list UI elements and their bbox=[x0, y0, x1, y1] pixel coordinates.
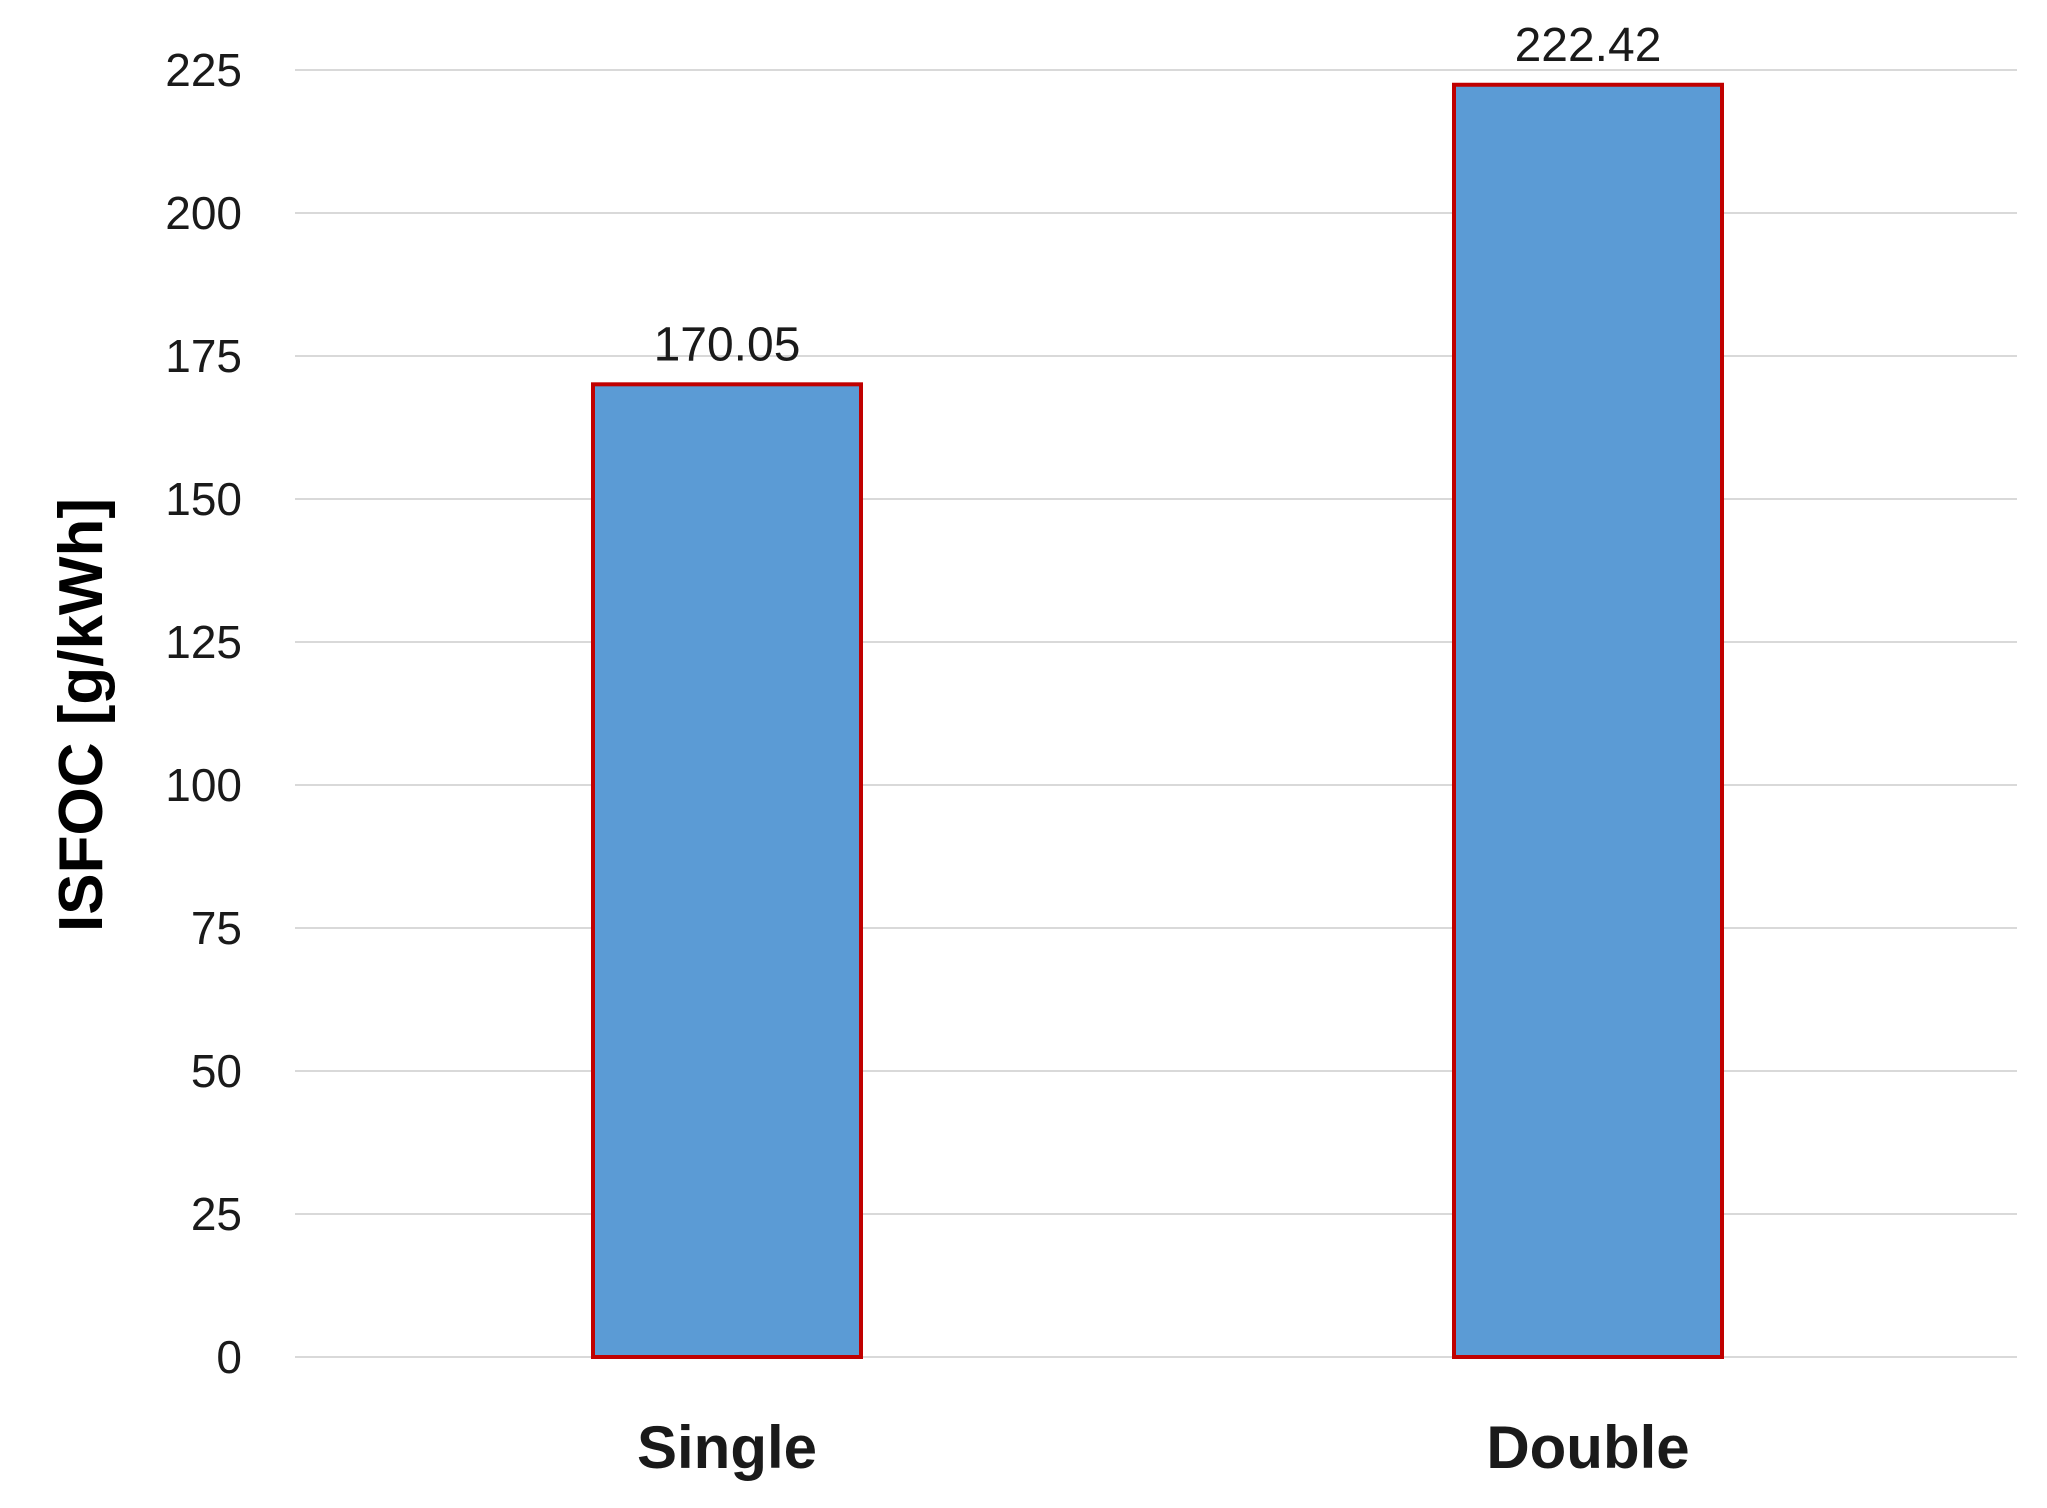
y-tick-label: 50 bbox=[191, 1045, 242, 1097]
category-label-double: Double bbox=[1486, 1414, 1689, 1481]
y-tick-label: 25 bbox=[191, 1188, 242, 1240]
data-label-double: 222.42 bbox=[1515, 19, 1662, 72]
bars bbox=[591, 82, 1724, 1360]
data-label-single: 170.05 bbox=[654, 318, 801, 371]
data-labels: 170.05 222.42 bbox=[654, 19, 1662, 372]
y-tick-label: 225 bbox=[165, 44, 242, 96]
y-tick-label: 150 bbox=[165, 473, 242, 525]
gridlines bbox=[295, 69, 2017, 1358]
y-tick-label: 200 bbox=[165, 187, 242, 239]
y-axis-ticks: 0 25 50 75 100 125 150 175 200 225 bbox=[165, 44, 242, 1383]
y-tick-label: 125 bbox=[165, 616, 242, 668]
y-axis-title: ISFOC [g/kWh] bbox=[47, 498, 116, 932]
y-tick-label: 75 bbox=[191, 902, 242, 954]
y-tick-label: 175 bbox=[165, 330, 242, 382]
bar-double bbox=[1452, 82, 1724, 1360]
x-axis-categories: Single Double bbox=[637, 1414, 1690, 1481]
y-tick-label: 0 bbox=[216, 1331, 242, 1383]
y-tick-label: 100 bbox=[165, 759, 242, 811]
category-label-single: Single bbox=[637, 1414, 817, 1481]
bar-single bbox=[591, 382, 863, 1359]
